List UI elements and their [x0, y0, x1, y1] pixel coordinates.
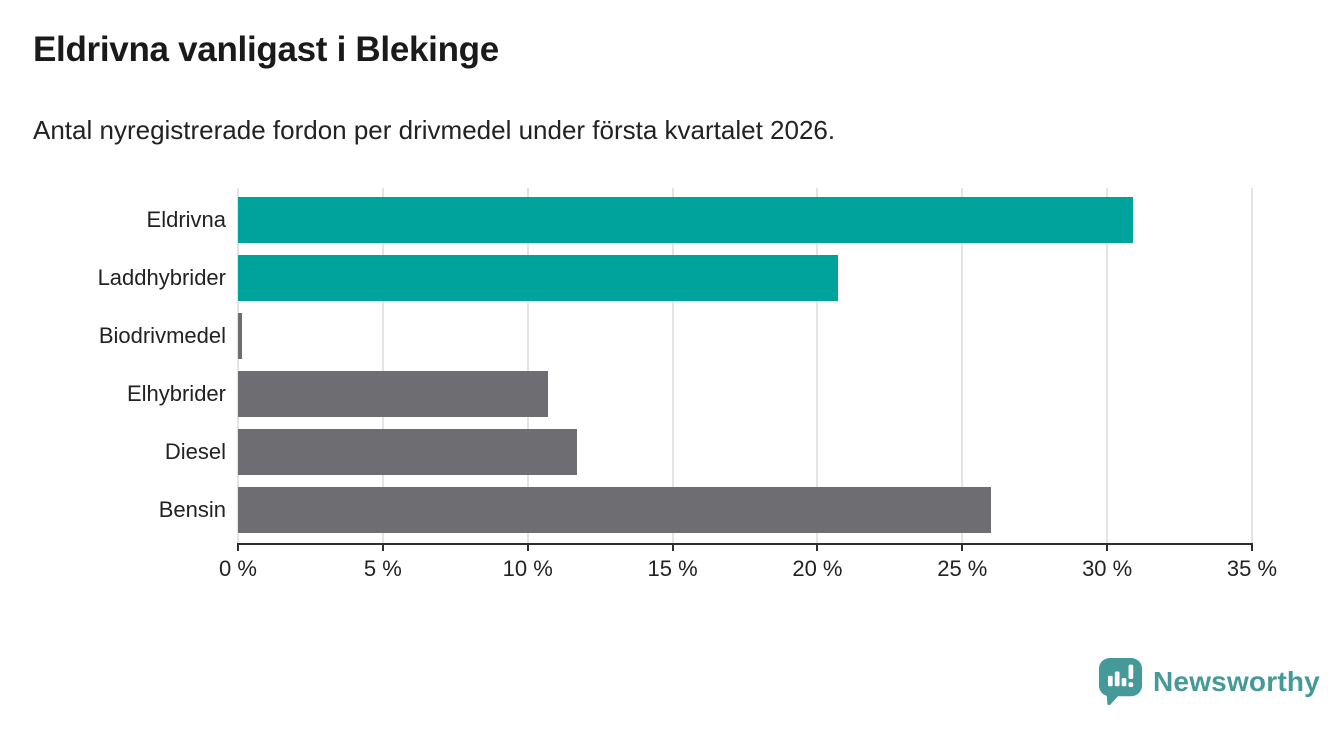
- newsworthy-logo[interactable]: Newsworthy: [1097, 657, 1320, 706]
- bar-elhybrider: [238, 371, 548, 417]
- gridline-10: [526, 188, 529, 543]
- x-tick-label-15: 15 %: [647, 556, 698, 581]
- bar-bensin: [238, 487, 992, 533]
- x-tick-label-25: 25 %: [937, 556, 988, 581]
- x-axis-tick-mark-10: [526, 543, 529, 551]
- chart-title: Eldrivna vanligast i Blekinge: [33, 30, 499, 69]
- newsworthy-logo-text: Newsworthy: [1153, 665, 1320, 697]
- x-tick-label-10: 10 %: [502, 556, 553, 581]
- x-axis-tick-mark-15: [671, 543, 674, 551]
- x-tick-label-20: 20 %: [792, 556, 843, 581]
- x-tick-label-0: 0 %: [219, 556, 257, 581]
- gridline-25: [961, 188, 964, 543]
- bar-eldrivna: [238, 197, 1134, 243]
- chart-subtitle: Antal nyregistrerade fordon per drivmede…: [33, 115, 836, 145]
- gridline-15: [671, 188, 674, 543]
- category-label-biodrivmedel: Biodrivmedel: [98, 323, 226, 348]
- category-label-bensin: Bensin: [158, 497, 226, 522]
- category-label-elhybrider: Elhybrider: [126, 381, 226, 406]
- category-label-diesel: Diesel: [164, 439, 226, 464]
- gridline-30: [1106, 188, 1109, 543]
- gridline-20: [816, 188, 819, 543]
- x-axis-tick-mark-25: [961, 543, 964, 551]
- x-axis-tick-mark-0: [237, 543, 239, 551]
- x-tick-label-5: 5 %: [363, 556, 402, 581]
- newsworthy-logo-icon: [1098, 658, 1143, 706]
- gridline-0: [237, 188, 239, 543]
- gridline-35: [1251, 188, 1253, 543]
- x-axis-tick-mark-30: [1106, 543, 1109, 551]
- plot-area: [237, 188, 1253, 551]
- x-axis-tick-mark-35: [1251, 543, 1253, 551]
- x-tick-label-30: 30 %: [1082, 556, 1133, 581]
- bar-laddhybrider: [238, 255, 838, 301]
- category-label-laddhybrider: Laddhybrider: [97, 265, 226, 290]
- category-label-eldrivna: Eldrivna: [146, 207, 226, 232]
- gridline-5: [381, 188, 384, 543]
- x-axis-tick-mark-20: [816, 543, 819, 551]
- x-axis-tick-mark-5: [381, 543, 384, 551]
- x-tick-label-35: 35 %: [1226, 556, 1278, 581]
- bar-diesel: [238, 429, 577, 475]
- bar-biodrivmedel: [238, 313, 243, 359]
